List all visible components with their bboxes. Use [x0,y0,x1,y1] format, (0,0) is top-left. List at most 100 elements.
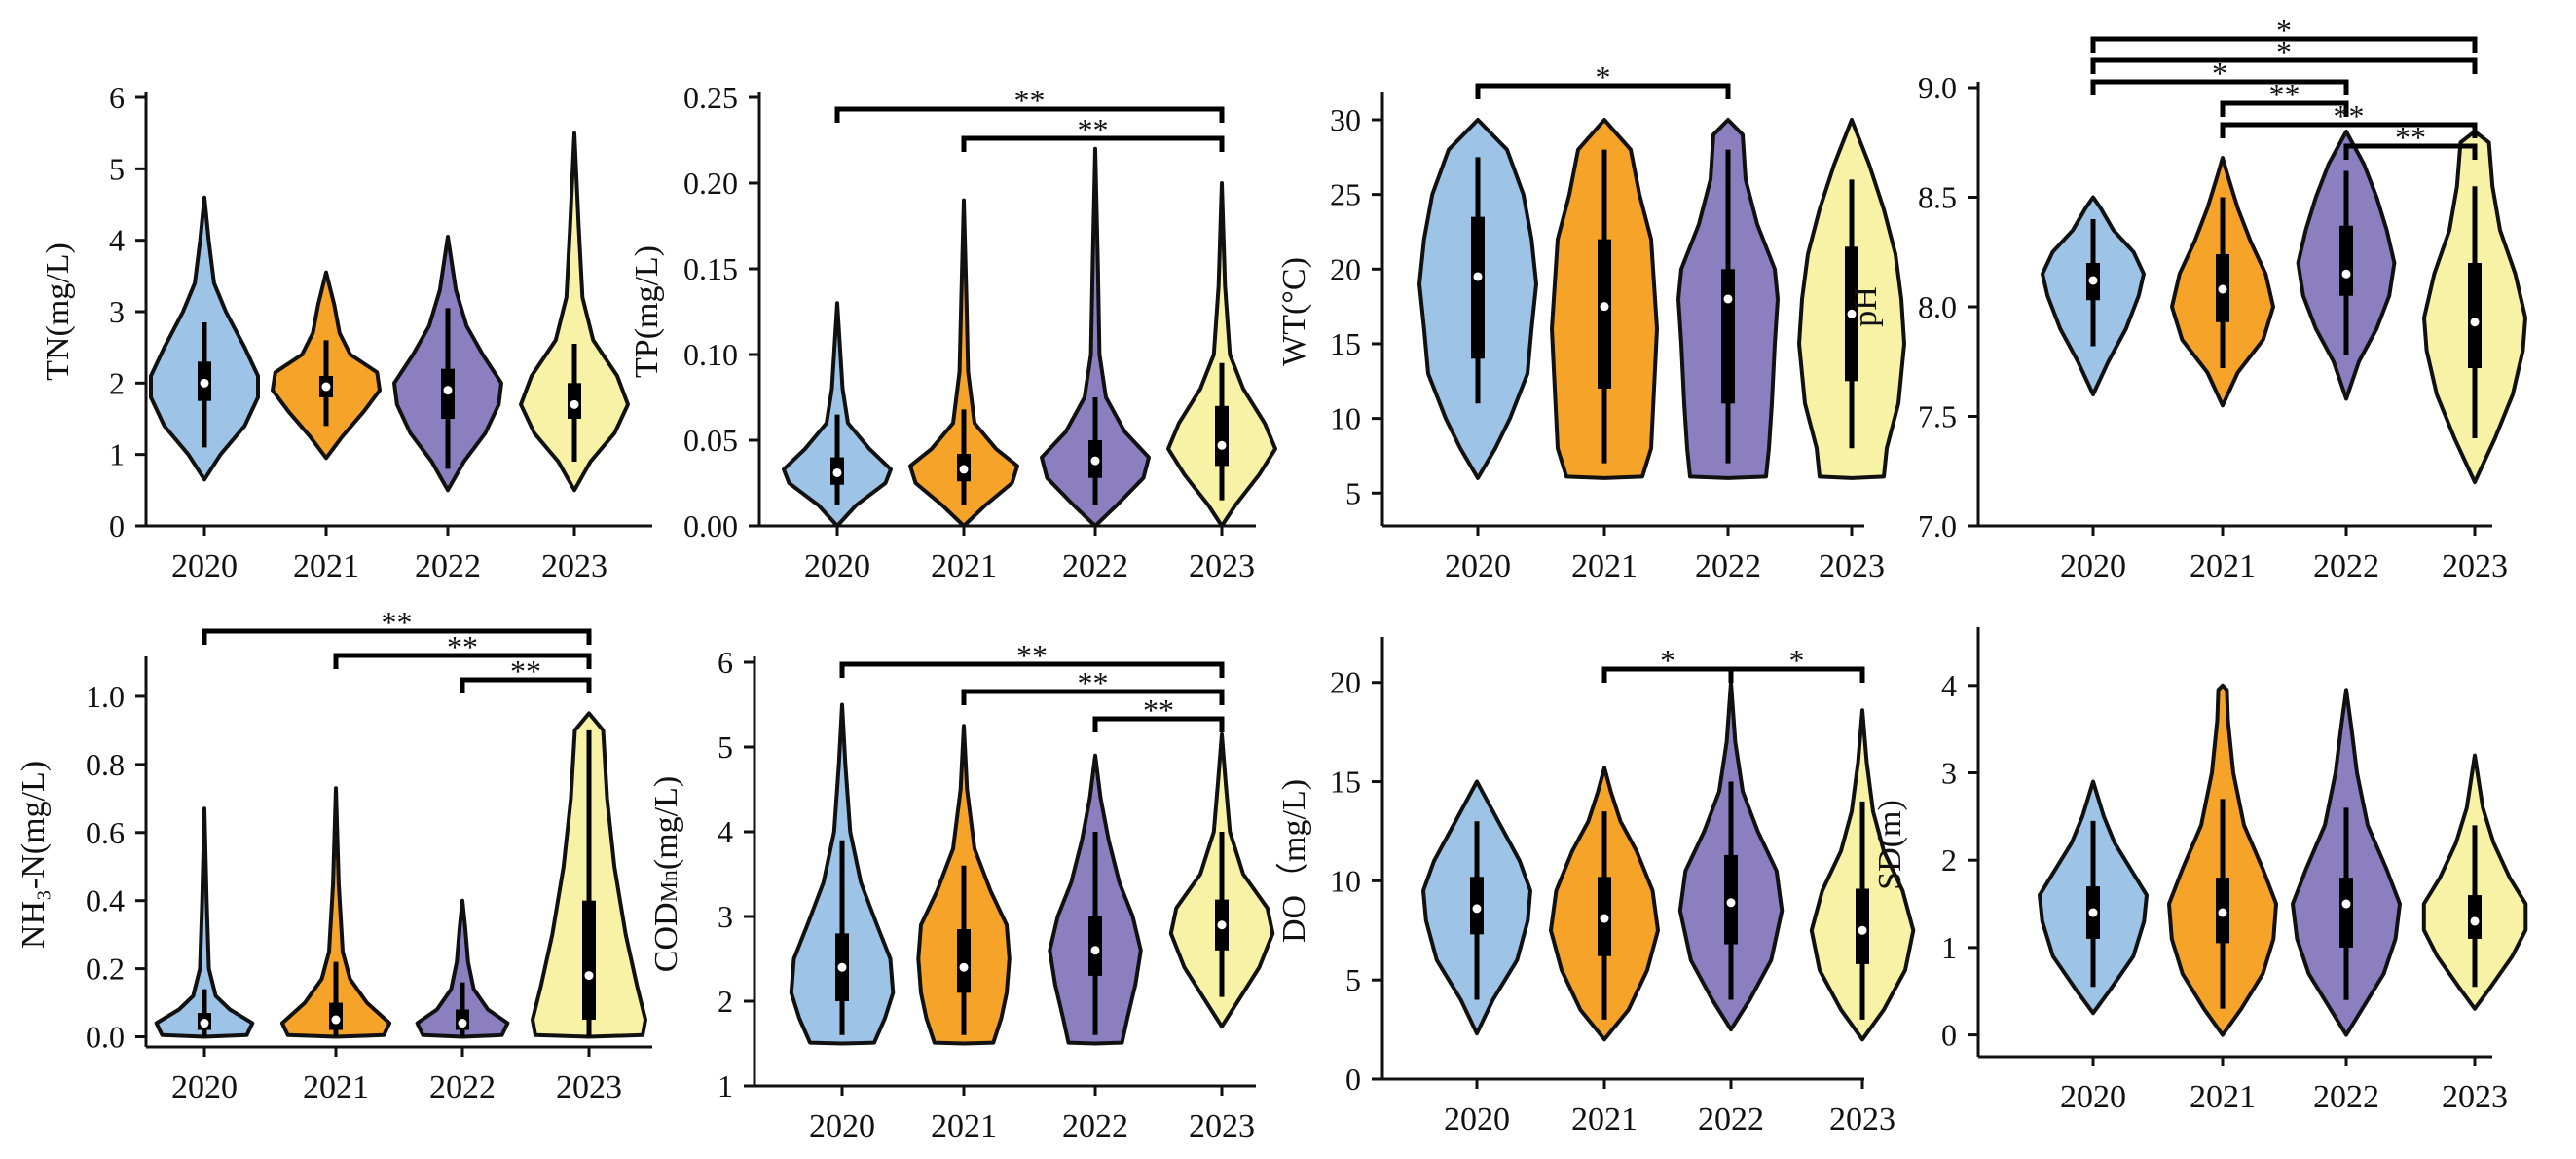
significance-label: * [1596,59,1611,94]
y-tick-label: 0.00 [683,508,738,543]
x-tick-label: 2022 [1062,1108,1128,1144]
significance-bracket [1475,83,1731,99]
significance-bracket [839,661,1225,678]
median-dot-2022 [1090,456,1100,466]
x-tick-label: 2022 [1698,1102,1764,1138]
y-tick-label: 9.0 [1918,70,1957,105]
significance-label: ** [447,629,478,664]
median-dot-2021 [321,382,331,392]
y-tick-label: 0 [1345,1062,1361,1097]
y-tick-label: 15 [1330,326,1361,361]
violin-2021 [279,786,392,1039]
significance-bracket [2220,100,2349,117]
significance-label: ** [2269,77,2300,112]
significance-bracket [202,628,592,645]
x-tick-label: 2021 [2190,1079,2256,1115]
y-tick-label: 0 [1941,1018,1957,1053]
iqr-box-2023 [582,900,596,1021]
x-tick-label: 2022 [2313,1079,2379,1115]
violin-2023 [519,131,630,493]
median-dot-2022 [2341,269,2351,279]
panel-tn: 0 1 2 3 4 5 6 TN(mg/L) 2020 2021 2022 2023 [40,80,652,584]
x-tick-label: 2021 [293,548,359,584]
significance-label: * [1789,643,1805,678]
violin-2022 [415,898,510,1039]
y-tick-label: 0.2 [86,952,125,987]
x-tick-label: 2023 [1189,548,1255,584]
significance-label: ** [1016,638,1048,673]
panel-sd: 0 1 2 3 4 SD(m) 2020 2021 2022 2023 [1872,627,2528,1115]
x-tick-label: 2021 [931,548,997,584]
median-dot-2020 [2088,276,2098,285]
y-tick-label: 15 [1330,765,1361,800]
median-dot-2022 [443,386,453,395]
median-dot-2022 [1090,946,1100,955]
significance-bracket [834,106,1225,123]
y-tick-label: 0.4 [86,883,125,918]
significance-bracket [2220,122,2478,138]
median-dot-2023 [1217,920,1227,930]
iqr-box-2022 [1721,269,1735,404]
x-tick-label: 2023 [556,1069,622,1105]
x-tick-label: 2022 [1695,548,1761,584]
median-dot-2023 [2470,318,2480,327]
significance-bracket [2090,57,2478,74]
x-tick-label: 2022 [429,1069,496,1105]
x-tick-label: 2020 [171,1069,238,1105]
x-tick-label: 2023 [541,548,607,584]
x-tick-label: 2020 [171,548,238,584]
significance-bracket [2090,79,2349,95]
median-dot-2022 [458,1019,467,1028]
significance-bracket [2343,143,2478,160]
x-tick-label: 2023 [1189,1108,1255,1144]
significance-bracket [961,689,1225,705]
significance-label: ** [2395,120,2426,155]
median-dot-2021 [1600,302,1609,312]
iqr-box-2021 [1598,239,1611,389]
y-tick-label: 3 [1941,756,1957,791]
y-tick-label: 0.15 [683,251,738,286]
x-tick-label: 2021 [2190,548,2256,584]
y-axis-label: TN(mg/L) [40,243,76,381]
x-tick-label: 2021 [1571,1102,1638,1138]
y-tick-label: 20 [1330,251,1361,286]
y-tick-label: 2 [718,984,733,1019]
y-axis-label: TP(mg/L) [629,245,665,378]
y-tick-label: 8.5 [1918,180,1957,215]
median-dot-2023 [584,971,594,981]
x-tick-label: 2020 [804,548,870,584]
y-tick-label: 6 [718,645,733,680]
significance-label: ** [2334,98,2365,133]
y-tick-label: 3 [718,899,733,934]
y-tick-label: 1 [718,1068,733,1103]
x-tick-label: 2020 [1444,1102,1510,1138]
significance-bracket [961,135,1225,152]
significance-label: ** [1143,692,1174,728]
y-tick-label: 0.25 [683,80,738,115]
median-dot-2021 [331,1015,341,1025]
significance-label: * [2276,34,2292,69]
significance-label: ** [1014,83,1046,118]
significance-bracket [460,677,592,693]
median-dot-2020 [2088,908,2098,917]
y-tick-label: 4 [109,223,125,258]
y-tick-label: 2 [1941,842,1957,878]
x-tick-label: 2023 [1819,548,1885,584]
iqr-box-2023 [1215,405,1229,467]
x-tick-label: 2021 [1571,548,1638,584]
median-dot-2021 [959,962,969,972]
y-tick-label: 8.0 [1918,289,1957,324]
median-dot-2023 [1858,925,1867,935]
y-tick-label: 0.10 [683,337,738,372]
y-tick-label: 5 [1345,475,1361,510]
x-tick-label: 2022 [415,548,481,584]
x-tick-label: 2021 [303,1069,369,1105]
y-tick-label: 4 [718,814,733,849]
median-dot-2022 [2341,899,2351,909]
panel-wt: 5 10 15 20 25 30 WT(°C) 2020 2021 2022 2023 * [1276,59,1906,584]
panel-do: 0 5 10 15 20 DO（mg/L) 2020 2021 2022 2023 * * [1275,637,1916,1138]
y-axis-label: SD(m) [1872,800,1908,890]
median-dot-2021 [1600,914,1609,923]
